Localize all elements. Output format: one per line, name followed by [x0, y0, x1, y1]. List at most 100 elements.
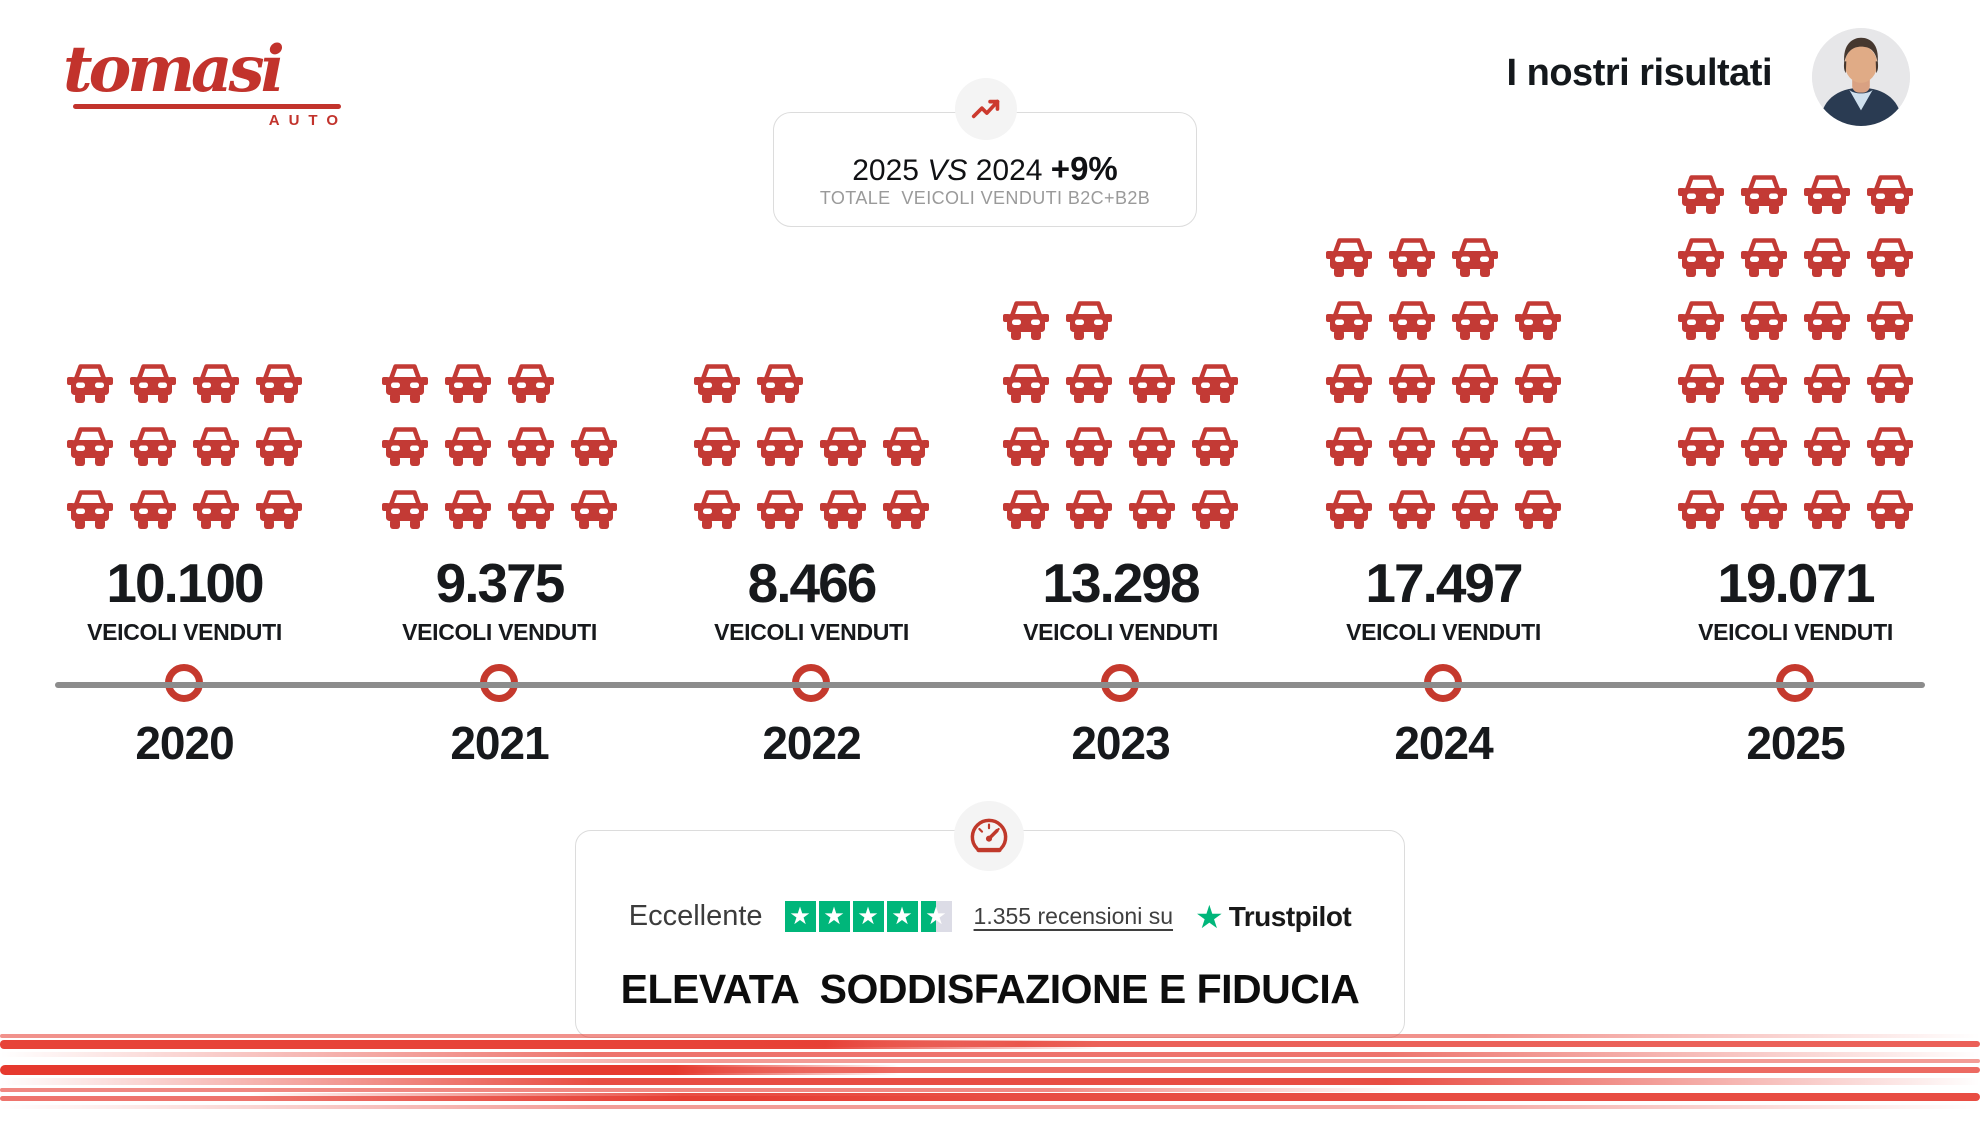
car-stack — [65, 160, 304, 530]
car-icon — [445, 490, 491, 529]
car-icon — [1452, 301, 1498, 340]
value-sublabel: VEICOLI VENDUTI — [87, 619, 282, 645]
star-box: ★ — [818, 901, 850, 932]
trust-headline: ELEVATA SODDISFAZIONE E FIDUCIA — [620, 966, 1360, 1012]
car-icon — [382, 427, 428, 466]
car-icon — [1389, 427, 1435, 466]
year-label: 2023 — [1071, 717, 1170, 769]
car-icon — [1804, 301, 1850, 340]
trustpilot-logo[interactable]: ★ Trustpilot — [1195, 898, 1352, 935]
car-row — [1676, 362, 1915, 404]
car-icon — [1867, 175, 1913, 214]
car-row — [1001, 362, 1240, 404]
year-label: 2021 — [450, 717, 549, 769]
car-icon — [694, 490, 740, 529]
car-icon — [1003, 364, 1049, 403]
car-icon — [256, 427, 302, 466]
car-icon — [1389, 364, 1435, 403]
car-row — [1324, 362, 1563, 404]
car-icon — [1452, 238, 1498, 277]
car-icon — [1326, 490, 1372, 529]
kpi-delta: +9% — [1050, 150, 1118, 187]
star-box: ★ — [784, 901, 816, 932]
value-sublabel: VEICOLI VENDUTI — [1346, 619, 1541, 645]
trust-icon-circle — [954, 801, 1024, 871]
car-icon — [1003, 427, 1049, 466]
car-row — [1324, 425, 1563, 467]
star-fill — [852, 901, 884, 932]
car-icon — [193, 490, 239, 529]
car-icon — [1678, 364, 1724, 403]
car-icon — [1003, 301, 1049, 340]
car-icon — [1804, 175, 1850, 214]
year-label: 2020 — [135, 717, 234, 769]
car-icon — [256, 364, 302, 403]
star-fill — [784, 901, 816, 932]
car-icon — [130, 490, 176, 529]
car-icon — [1867, 427, 1913, 466]
car-icon — [1804, 490, 1850, 529]
car-row — [65, 488, 304, 530]
value-sublabel: VEICOLI VENDUTI — [714, 619, 909, 645]
car-icon — [508, 427, 554, 466]
car-stack — [380, 160, 619, 530]
car-icon — [1452, 364, 1498, 403]
car-icon — [1678, 427, 1724, 466]
year-label: 2022 — [762, 717, 861, 769]
car-icon — [1192, 427, 1238, 466]
car-icon — [1326, 427, 1372, 466]
value-label: 13.298 — [1042, 552, 1200, 614]
car-row — [1001, 299, 1114, 341]
car-icon — [193, 427, 239, 466]
car-icon — [1678, 238, 1724, 277]
car-icon — [1741, 427, 1787, 466]
car-row — [1324, 488, 1563, 530]
car-icon — [1515, 364, 1561, 403]
car-icon — [1741, 364, 1787, 403]
timeline-axis — [55, 682, 1925, 688]
year-column-2020: 10.100 VEICOLI VENDUTI 2020 — [65, 160, 304, 775]
star-box: ★ — [886, 901, 918, 932]
star-box: ★ — [920, 901, 952, 932]
car-icon — [1129, 364, 1175, 403]
star-fill — [818, 901, 850, 932]
car-icon — [382, 364, 428, 403]
car-icon — [67, 490, 113, 529]
speedometer-icon — [970, 818, 1008, 853]
car-icon — [1741, 175, 1787, 214]
car-icon — [382, 490, 428, 529]
car-icon — [571, 490, 617, 529]
star-glyph-icon: ★ — [823, 902, 845, 930]
car-icon — [1389, 490, 1435, 529]
car-icon — [1741, 238, 1787, 277]
car-icon — [1066, 490, 1112, 529]
car-stack — [692, 160, 931, 530]
car-icon — [1066, 427, 1112, 466]
star-rating: ★ ★ ★ ★ ★ — [784, 901, 952, 932]
car-row — [380, 425, 619, 467]
car-icon — [571, 427, 617, 466]
car-icon — [820, 427, 866, 466]
car-icon — [1066, 301, 1112, 340]
car-icon — [1452, 490, 1498, 529]
car-icon — [694, 364, 740, 403]
car-icon — [1804, 427, 1850, 466]
car-row — [1676, 425, 1915, 467]
value-sublabel: VEICOLI VENDUTI — [1023, 619, 1218, 645]
year-label: 2024 — [1394, 717, 1493, 769]
year-label: 2025 — [1746, 717, 1845, 769]
car-icon — [1389, 238, 1435, 277]
rating-word: Eccellente — [628, 900, 763, 932]
car-icon — [193, 364, 239, 403]
car-row — [1676, 236, 1915, 278]
trustpilot-star-icon: ★ — [1195, 898, 1224, 935]
year-column-2021: 9.375 VEICOLI VENDUTI 2021 — [380, 160, 619, 775]
car-icon — [445, 364, 491, 403]
reviews-link[interactable]: 1.355 recensioni su — [973, 903, 1174, 929]
car-icon — [256, 490, 302, 529]
year-column-2023: 13.298 VEICOLI VENDUTI 2023 — [1001, 160, 1240, 775]
car-icon — [1129, 490, 1175, 529]
car-icon — [883, 490, 929, 529]
car-icon — [1326, 238, 1372, 277]
